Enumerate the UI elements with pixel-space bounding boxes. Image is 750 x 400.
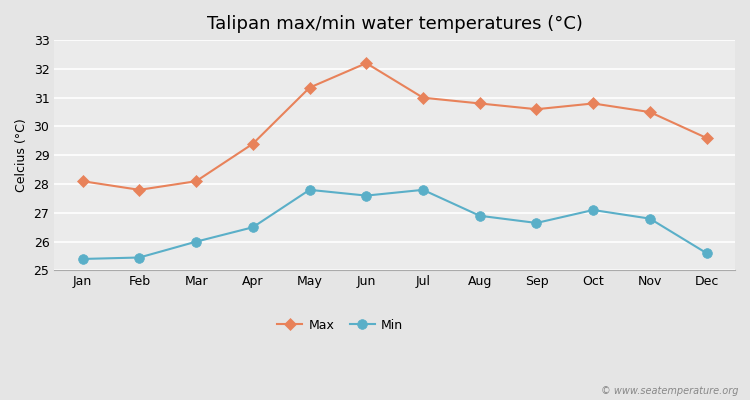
Min	[646, 216, 655, 221]
Legend: Max, Min: Max, Min	[272, 314, 408, 336]
Min	[362, 193, 370, 198]
Max	[191, 179, 200, 184]
Max	[248, 141, 257, 146]
Max	[362, 61, 370, 66]
Text: © www.seatemperature.org: © www.seatemperature.org	[602, 386, 739, 396]
Title: Talipan max/min water temperatures (°C): Talipan max/min water temperatures (°C)	[207, 15, 583, 33]
Min	[589, 208, 598, 212]
Min	[135, 255, 144, 260]
Max	[702, 136, 711, 140]
Max	[532, 107, 541, 112]
Max	[78, 179, 87, 184]
Min	[702, 251, 711, 256]
Max	[305, 85, 314, 90]
Min	[476, 213, 484, 218]
Line: Max: Max	[79, 59, 711, 194]
Line: Min: Min	[78, 185, 712, 264]
Max	[589, 101, 598, 106]
Min	[305, 188, 314, 192]
Min	[532, 220, 541, 225]
Max	[476, 101, 484, 106]
Y-axis label: Celcius (°C): Celcius (°C)	[15, 118, 28, 192]
Min	[78, 256, 87, 261]
Max	[646, 110, 655, 114]
Max	[419, 95, 428, 100]
Min	[191, 239, 200, 244]
Min	[248, 225, 257, 230]
Min	[419, 188, 428, 192]
Max	[135, 188, 144, 192]
